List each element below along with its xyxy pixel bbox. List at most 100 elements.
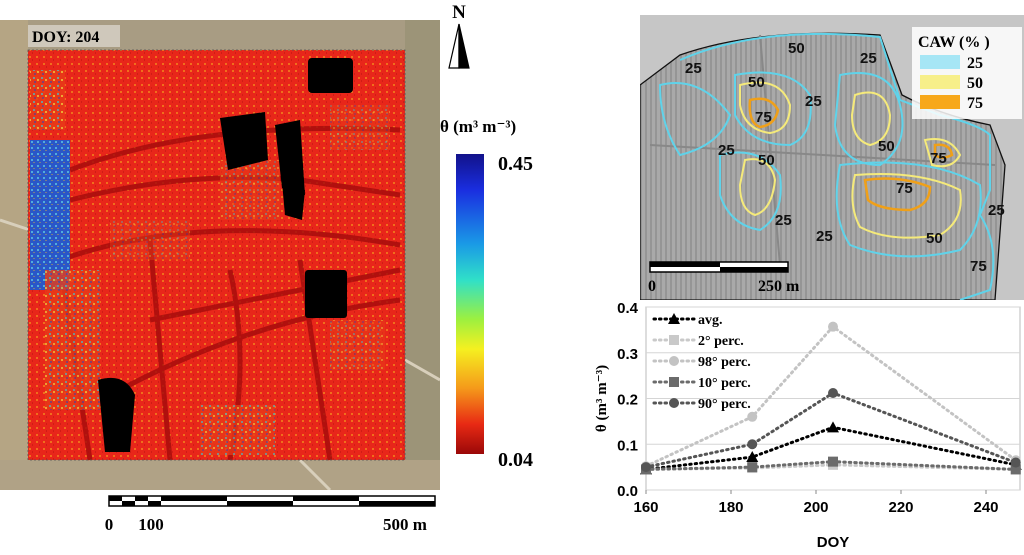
chart-legend: avg. 2° perc. 98° perc. 10° perc. 90° perc. xyxy=(652,313,751,412)
contour-label: 25 xyxy=(775,212,792,229)
mixed-zone-center xyxy=(220,160,280,220)
contour-label: 25 xyxy=(685,60,702,77)
north-arrow-icon xyxy=(448,23,460,69)
left-scale-bar: 0 100 500 m xyxy=(105,495,436,534)
y-tick-label: 0.0 xyxy=(617,483,638,500)
x-tick-label: 220 xyxy=(888,499,913,516)
chart-x-axis-label: DOY xyxy=(817,534,850,551)
aerial-road xyxy=(0,218,440,490)
chart-axes: 0.0 0.1 0.2 0.3 0.4 160 180 200 220 240 xyxy=(617,300,998,516)
data-point xyxy=(747,411,758,422)
colorbar: θ (m³ m⁻³) 0.45 0.04 xyxy=(440,117,533,471)
soil-moisture-map: DOY: 204 xyxy=(0,20,440,490)
legend-label: avg. xyxy=(698,313,723,328)
right-scale-bar: 0 250 m xyxy=(648,261,800,295)
x-tick-label: 180 xyxy=(718,499,743,516)
aerial-field-right xyxy=(405,20,440,490)
moisture-time-series-chart: 0.0 0.1 0.2 0.3 0.4 160 180 200 220 240 avg. 2° pe… xyxy=(594,300,1022,551)
right-scale-label-0: 0 xyxy=(648,278,656,295)
x-tick-label: 200 xyxy=(803,499,828,516)
contour-label: 25 xyxy=(860,50,877,67)
legend-label: 98° perc. xyxy=(698,355,751,370)
caw-contour-map: 50 25 25 50 75 25 25 50 50 75 75 25 25 2… xyxy=(640,15,1024,300)
data-point xyxy=(641,462,651,473)
series-line xyxy=(644,425,1018,471)
contour-label: 25 xyxy=(718,142,735,159)
data-point xyxy=(746,451,759,463)
mixed-zone-east xyxy=(330,320,385,370)
x-tick-label: 160 xyxy=(633,499,658,516)
x-tick-label: 240 xyxy=(973,499,998,516)
contour-label: 50 xyxy=(788,40,805,57)
y-tick-label: 0.3 xyxy=(617,346,638,363)
mixed-zone-mid xyxy=(110,220,190,260)
aerial-field-bottom xyxy=(0,460,440,490)
contour-label: 75 xyxy=(970,258,987,275)
colorbar-gradient xyxy=(456,154,484,454)
chart-grid xyxy=(645,306,1021,491)
contour-25 xyxy=(658,32,995,300)
legend-label-25: 25 xyxy=(967,55,983,72)
legend-swatch-75 xyxy=(920,95,960,109)
field-division-1 xyxy=(649,144,996,166)
legend-marker xyxy=(669,335,679,345)
scale-bar-segments xyxy=(109,496,435,506)
north-label: N xyxy=(452,2,466,23)
left-scale-label-500: 500 m xyxy=(383,515,427,534)
data-point xyxy=(747,439,758,450)
y-tick-label: 0.4 xyxy=(617,300,639,317)
contour-label: 75 xyxy=(755,109,772,126)
contour-label: 50 xyxy=(758,152,775,169)
chart-y-axis-label: θ (m³ m⁻³) xyxy=(594,365,610,432)
legend-label: 2° perc. xyxy=(698,334,744,349)
north-arrow: N xyxy=(448,2,470,69)
contour-label: 25 xyxy=(805,93,822,110)
data-point xyxy=(1010,464,1021,475)
contour-75 xyxy=(748,97,954,212)
legend-marker xyxy=(668,313,680,324)
series-line xyxy=(644,324,1018,468)
data-point xyxy=(828,456,838,467)
legend-swatch-25 xyxy=(920,55,960,69)
contour-label: 50 xyxy=(748,74,765,91)
contour-label: 25 xyxy=(988,202,1005,219)
legend-swatch-50 xyxy=(920,75,960,89)
data-point xyxy=(828,321,838,332)
wet-zone-northwest xyxy=(30,70,65,130)
mixed-zone-north xyxy=(330,105,390,150)
caw-legend: CAW (% ) 25 50 75 xyxy=(912,27,1022,119)
right-scale-label-250: 250 m xyxy=(758,278,800,295)
legend-label: 10° perc. xyxy=(698,376,751,391)
caw-legend-title: CAW (% ) xyxy=(918,34,990,51)
aerial-field-left xyxy=(0,20,28,490)
map-extent xyxy=(27,49,406,461)
left-scale-label-0: 0 xyxy=(105,515,114,534)
data-point xyxy=(1010,457,1021,468)
contour-label: 25 xyxy=(816,228,833,245)
contour-label: 50 xyxy=(926,230,943,247)
colorbar-title: θ (m³ m⁻³) xyxy=(440,117,516,136)
legend-label: 90° perc. xyxy=(698,397,751,412)
y-tick-label: 0.1 xyxy=(617,437,638,454)
doy-label-bg xyxy=(28,25,120,47)
mixed-zone-south xyxy=(200,405,275,455)
legend-marker xyxy=(669,356,679,366)
data-point xyxy=(747,462,758,473)
data-point xyxy=(827,421,839,433)
contour-label: 50 xyxy=(878,138,895,155)
contour-label: 75 xyxy=(930,150,947,167)
legend-label-50: 50 xyxy=(967,75,983,92)
series-line xyxy=(644,391,1018,469)
masked-ponds xyxy=(98,58,353,452)
legend-marker xyxy=(669,398,679,408)
colorbar-max-label: 0.45 xyxy=(498,153,533,175)
colorbar-min-label: 0.04 xyxy=(498,449,533,471)
doy-label: DOY: 204 xyxy=(32,29,99,46)
contour-50 xyxy=(738,81,962,239)
wet-zone-west xyxy=(30,140,70,290)
legend-marker xyxy=(669,377,679,387)
legend-label-75: 75 xyxy=(967,95,983,112)
left-scale-label-100: 100 xyxy=(138,515,164,534)
y-tick-label: 0.2 xyxy=(617,392,638,409)
mixed-zone-sw xyxy=(45,270,100,410)
